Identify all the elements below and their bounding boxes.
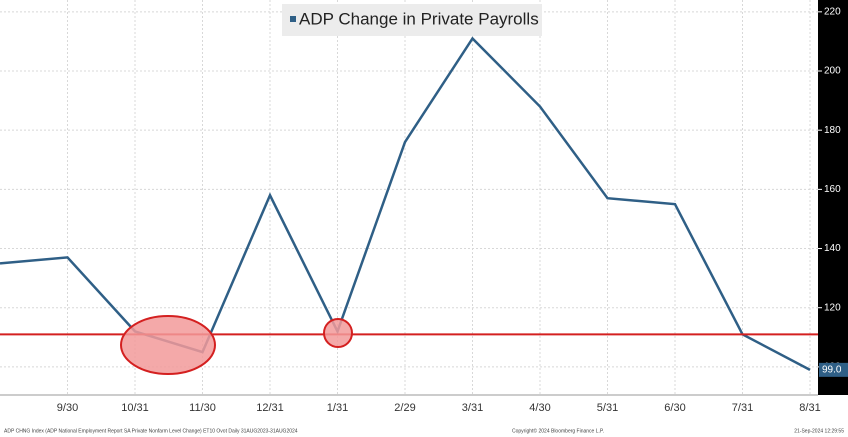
legend-swatch bbox=[290, 16, 296, 22]
title-box bbox=[282, 4, 542, 36]
x-tick-label: 4/30 bbox=[529, 402, 550, 414]
x-tick-label: 2/29 bbox=[394, 402, 415, 414]
last-value-box bbox=[819, 362, 848, 377]
right-axis-panel bbox=[818, 0, 848, 395]
highlight-ellipse bbox=[120, 315, 216, 375]
highlight-circle bbox=[323, 318, 353, 348]
x-tick-label: 7/31 bbox=[732, 402, 753, 414]
footer-timestamp: 21-Sep-2024 12:29:55 bbox=[794, 428, 844, 434]
y-tick-label: 200 bbox=[824, 66, 841, 77]
footer-source: ADP CHNG Index (ADP National Employment … bbox=[4, 428, 298, 434]
x-tick-label: 5/31 bbox=[597, 402, 618, 414]
x-tick-label: 10/31 bbox=[121, 402, 149, 414]
y-tick-label: 140 bbox=[824, 243, 841, 254]
x-tick-label: 3/31 bbox=[462, 402, 483, 414]
x-tick-label: 8/31 bbox=[799, 402, 820, 414]
x-tick-label: 12/31 bbox=[256, 402, 284, 414]
x-tick-label: 6/30 bbox=[664, 402, 685, 414]
x-tick-label: 9/30 bbox=[57, 402, 78, 414]
y-tick-label: 180 bbox=[824, 125, 841, 136]
y-tick-label: 160 bbox=[824, 184, 841, 195]
chart-title: ADP Change in Private Payrolls bbox=[299, 9, 539, 28]
y-tick-label: 120 bbox=[824, 302, 841, 313]
last-value-label: 99.0 bbox=[822, 364, 842, 375]
x-tick-label: 11/30 bbox=[189, 402, 216, 414]
footer-copyright: Copyright© 2024 Bloomberg Finance L.P. bbox=[512, 427, 604, 434]
x-tick-label: 1/31 bbox=[327, 402, 348, 414]
y-tick-label: 220 bbox=[824, 6, 841, 17]
